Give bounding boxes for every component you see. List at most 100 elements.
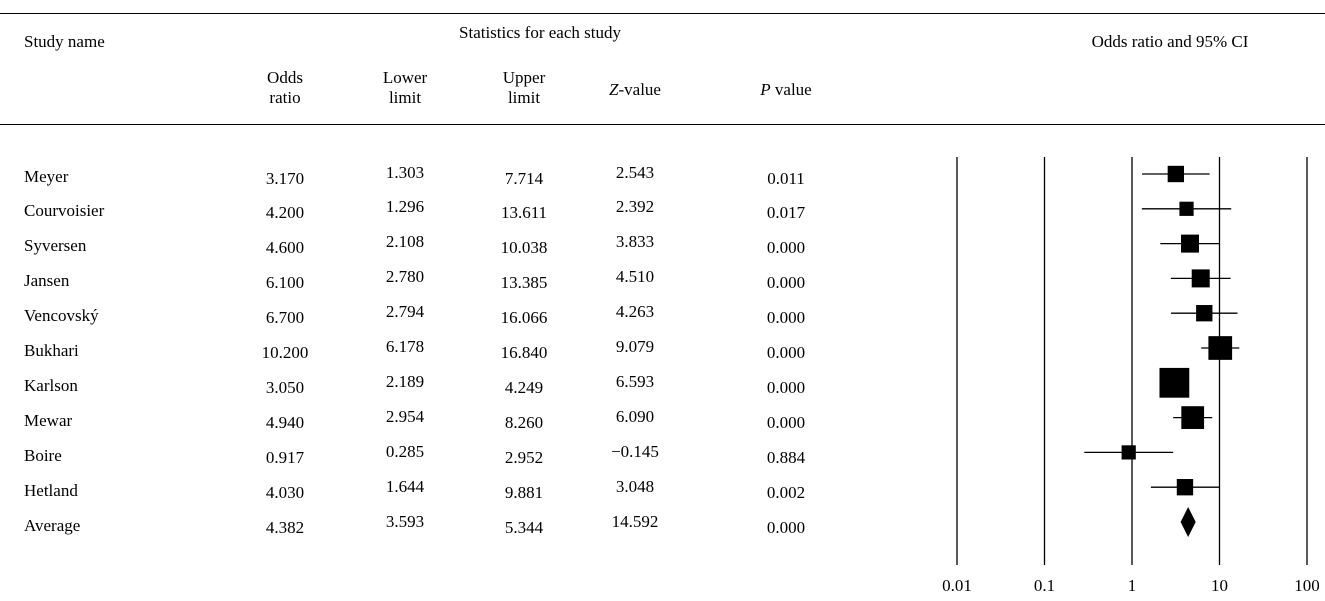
upper-limit-value: 5.344 <box>474 518 574 538</box>
study-name: Courvoisier <box>24 201 104 221</box>
lower-limit-value: 6.178 <box>355 337 455 357</box>
odds-ratio-value: 4.200 <box>235 203 335 223</box>
z-value: 4.510 <box>585 267 685 287</box>
z-value: 4.263 <box>585 302 685 322</box>
lower-limit-value: 1.644 <box>355 477 455 497</box>
study-name: Vencovský <box>24 306 99 326</box>
lower-limit-value: 1.296 <box>355 197 455 217</box>
z-value: 3.048 <box>585 477 685 497</box>
x-tick-label: 0.01 <box>942 576 972 595</box>
z-value: 14.592 <box>585 512 685 532</box>
table-row: Courvoisier 4.200 1.296 13.611 2.392 0.0… <box>0 194 960 228</box>
summary-diamond <box>1181 507 1196 537</box>
left-annotation: No erosions <box>1042 599 1124 600</box>
z-value: 2.392 <box>585 197 685 217</box>
lower-limit-value: 3.593 <box>355 512 455 532</box>
p-value-suffix: value <box>771 80 812 99</box>
lower-limit-value: 0.285 <box>355 442 455 462</box>
study-marker <box>1177 479 1193 495</box>
lower-limit-col-header: Lower limit <box>355 68 455 108</box>
upper-limit-value: 16.066 <box>474 308 574 328</box>
p-value: 0.000 <box>736 238 836 258</box>
p-value-italic: P <box>760 80 770 99</box>
upper-limit-value: 8.260 <box>474 413 574 433</box>
upper-limit-value: 16.840 <box>474 343 574 363</box>
odds-ratio-value: 4.940 <box>235 413 335 433</box>
odds-ratio-value: 3.050 <box>235 378 335 398</box>
table-row: Jansen 6.100 2.780 13.385 4.510 0.000 <box>0 264 960 298</box>
odds-ratio-value: 6.100 <box>235 273 335 293</box>
table-row: Vencovský 6.700 2.794 16.066 4.263 0.000 <box>0 299 960 333</box>
study-marker <box>1181 235 1199 253</box>
upper-limit-value: 10.038 <box>474 238 574 258</box>
table-row: Hetland 4.030 1.644 9.881 3.048 0.002 <box>0 474 960 508</box>
z-value-col-header: Z-value <box>585 80 685 100</box>
x-tick-label: 1 <box>1128 576 1137 595</box>
odds-ratio-value: 0.917 <box>235 448 335 468</box>
upper-limit-value: 7.714 <box>474 169 574 189</box>
lower-limit-value: 2.780 <box>355 267 455 287</box>
study-marker <box>1159 368 1189 398</box>
z-value: 6.090 <box>585 407 685 427</box>
x-tick-label: 100 <box>1294 576 1320 595</box>
forest-plot: 0.01 0.1 1 10 100 No erosions Predicts erosion… <box>900 130 1325 600</box>
z-value: 2.543 <box>585 163 685 183</box>
p-value: 0.884 <box>736 448 836 468</box>
odds-ratio-value: 4.600 <box>235 238 335 258</box>
study-marker <box>1179 202 1193 216</box>
study-name: Boire <box>24 446 62 466</box>
study-name: Jansen <box>24 271 69 291</box>
table-row: Meyer 3.170 1.303 7.714 2.543 0.011 <box>0 160 960 194</box>
study-name: Syversen <box>24 236 86 256</box>
z-value: 3.833 <box>585 232 685 252</box>
x-tick-label: 10 <box>1211 576 1228 595</box>
table-row: Karlson 3.050 2.189 4.249 6.593 0.000 <box>0 369 960 403</box>
upper-limit-value: 13.611 <box>474 203 574 223</box>
header-rule <box>0 124 1325 125</box>
upper-limit-col-header: Upper limit <box>474 68 574 108</box>
study-name-header: Study name <box>24 32 105 52</box>
study-name: Meyer <box>24 167 68 187</box>
odds-ratio-value: 4.030 <box>235 483 335 503</box>
table-row: Mewar 4.940 2.954 8.260 6.090 0.000 <box>0 404 960 438</box>
lower-limit-value: 2.954 <box>355 407 455 427</box>
odds-ratio-value: 4.382 <box>235 518 335 538</box>
p-value: 0.011 <box>736 169 836 189</box>
plot-title: Odds ratio and 95% CI <box>1050 32 1290 52</box>
top-rule <box>0 13 1325 14</box>
z-value: −0.145 <box>585 442 685 462</box>
p-value: 0.000 <box>736 518 836 538</box>
study-marker <box>1181 406 1204 429</box>
table-row: Bukhari 10.200 6.178 16.840 9.079 0.000 <box>0 334 960 368</box>
odds-ratio-value: 6.700 <box>235 308 335 328</box>
table-row: Syversen 4.600 2.108 10.038 3.833 0.000 <box>0 229 960 263</box>
study-name: Karlson <box>24 376 78 396</box>
p-value: 0.000 <box>736 378 836 398</box>
lower-limit-value: 1.303 <box>355 163 455 183</box>
z-value: 9.079 <box>585 337 685 357</box>
table-row-average: Average 4.382 3.593 5.344 14.592 0.000 <box>0 509 960 543</box>
study-marker <box>1168 166 1184 182</box>
x-tick-label: 0.1 <box>1034 576 1055 595</box>
odds-ratio-col-header: Odds ratio <box>235 68 335 108</box>
z-value-suffix: -value <box>618 80 660 99</box>
upper-limit-value: 9.881 <box>474 483 574 503</box>
study-name: Average <box>24 516 80 536</box>
study-name: Mewar <box>24 411 72 431</box>
odds-ratio-value: 3.170 <box>235 169 335 189</box>
odds-ratio-value: 10.200 <box>235 343 335 363</box>
right-annotation: Predicts erosions <box>1148 599 1264 600</box>
p-value: 0.000 <box>736 308 836 328</box>
z-value: 6.593 <box>585 372 685 392</box>
study-marker <box>1192 269 1210 287</box>
upper-limit-value: 2.952 <box>474 448 574 468</box>
p-value: 0.017 <box>736 203 836 223</box>
upper-limit-value: 13.385 <box>474 273 574 293</box>
study-name: Bukhari <box>24 341 79 361</box>
p-value: 0.002 <box>736 483 836 503</box>
p-value: 0.000 <box>736 273 836 293</box>
upper-limit-value: 4.249 <box>474 378 574 398</box>
lower-limit-value: 2.108 <box>355 232 455 252</box>
study-name: Hetland <box>24 481 78 501</box>
study-marker <box>1208 336 1232 360</box>
